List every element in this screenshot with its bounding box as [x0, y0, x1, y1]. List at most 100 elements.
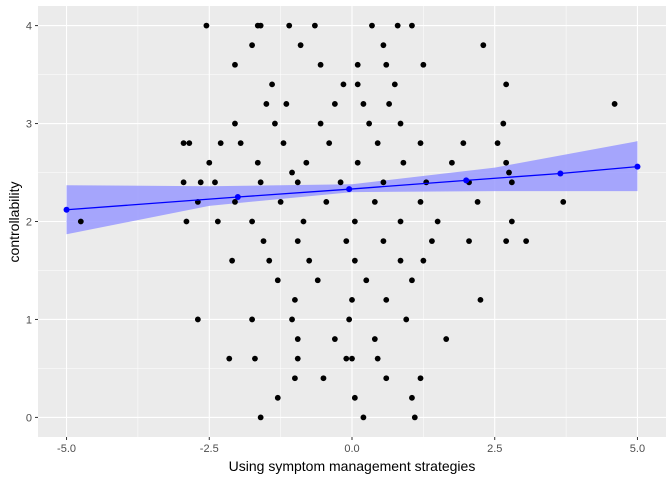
data-point: [417, 375, 424, 382]
data-point: [300, 218, 307, 225]
data-point: [277, 199, 284, 205]
data-point: [326, 140, 333, 147]
data-point: [232, 120, 238, 127]
data-point: [371, 199, 378, 205]
data-point: [508, 218, 515, 225]
data-point: [374, 140, 381, 147]
data-point: [203, 22, 210, 29]
data-point: [269, 81, 275, 88]
data-point: [217, 140, 224, 147]
data-point: [460, 140, 467, 147]
data-point: [443, 336, 450, 342]
data-point: [346, 316, 353, 323]
data-point: [286, 22, 293, 29]
fit-point: [234, 194, 241, 201]
data-point: [369, 22, 375, 29]
data-point: [180, 179, 187, 186]
data-point: [400, 159, 407, 166]
data-point: [274, 394, 281, 401]
data-point: [331, 336, 338, 342]
data-point: [292, 296, 298, 303]
data-point: [420, 257, 427, 264]
data-point: [480, 42, 487, 49]
confidence-ribbon: [66, 141, 638, 235]
data-point: [354, 81, 361, 88]
x-axis-title: Using symptom management strategies: [229, 458, 476, 474]
data-point: [194, 316, 201, 323]
data-point: [417, 199, 424, 205]
data-point: [349, 296, 355, 303]
data-point: [343, 355, 350, 362]
data-point: [237, 140, 244, 147]
data-point: [254, 159, 261, 166]
data-point: [289, 169, 295, 176]
data-point: [354, 61, 361, 68]
data-point: [434, 218, 441, 225]
data-point: [397, 257, 404, 264]
data-point: [391, 81, 398, 88]
data-point: [266, 257, 273, 264]
fit-point: [346, 186, 353, 193]
data-point: [340, 81, 347, 88]
confidence-band: [66, 141, 638, 235]
data-point: [257, 414, 264, 421]
data-point: [474, 199, 481, 205]
data-point: [523, 238, 530, 244]
data-point: [363, 277, 370, 284]
y-tick-label: 1: [26, 314, 32, 326]
fit-point: [557, 170, 564, 177]
y-tick-label: 3: [26, 119, 32, 131]
data-point: [403, 316, 410, 323]
data-point: [186, 140, 193, 147]
data-point: [252, 355, 258, 362]
data-point: [397, 120, 404, 127]
y-tick-label: 2: [26, 217, 32, 229]
data-point: [283, 101, 290, 107]
data-point: [429, 238, 435, 244]
data-point: [409, 277, 415, 284]
fit-point: [634, 163, 641, 170]
data-point: [383, 61, 390, 68]
data-point: [294, 179, 301, 186]
fit-point: [463, 177, 470, 184]
data-point: [503, 159, 510, 166]
data-point: [212, 179, 218, 186]
data-point: [466, 238, 472, 244]
fit-point: [63, 206, 70, 213]
data-point: [331, 101, 338, 107]
data-point: [371, 336, 378, 342]
x-tick-label: -2.5: [200, 443, 219, 455]
data-point: [294, 238, 301, 244]
data-point: [503, 81, 510, 88]
data-point: [294, 336, 301, 342]
data-point: [257, 179, 264, 186]
data-point: [232, 61, 238, 68]
y-axis-ticks: 0 1 2 3 4: [26, 21, 38, 424]
data-point: [260, 238, 267, 244]
data-point: [417, 140, 424, 147]
data-point: [409, 394, 415, 401]
data-point: [263, 101, 270, 107]
data-point: [337, 179, 344, 186]
data-point: [354, 159, 361, 166]
data-point: [420, 61, 427, 68]
data-point: [349, 355, 355, 362]
data-point: [394, 22, 401, 29]
data-point: [560, 199, 567, 205]
data-point: [383, 375, 390, 382]
data-point: [311, 22, 318, 29]
data-point: [351, 218, 358, 225]
data-point: [317, 61, 324, 68]
data-point: [77, 218, 84, 225]
data-point: [180, 140, 187, 147]
data-point: [306, 257, 313, 264]
x-tick-label: 5.0: [630, 443, 645, 455]
x-tick-label: -5.0: [57, 443, 76, 455]
data-point: [380, 238, 387, 244]
x-axis-ticks: -5.0 -2.5 0.0 2.5 5.0: [57, 437, 645, 455]
data-point: [423, 179, 430, 186]
data-point: [360, 101, 367, 107]
y-tick-label: 0: [26, 412, 32, 424]
data-point: [274, 277, 281, 284]
data-point: [351, 257, 358, 264]
